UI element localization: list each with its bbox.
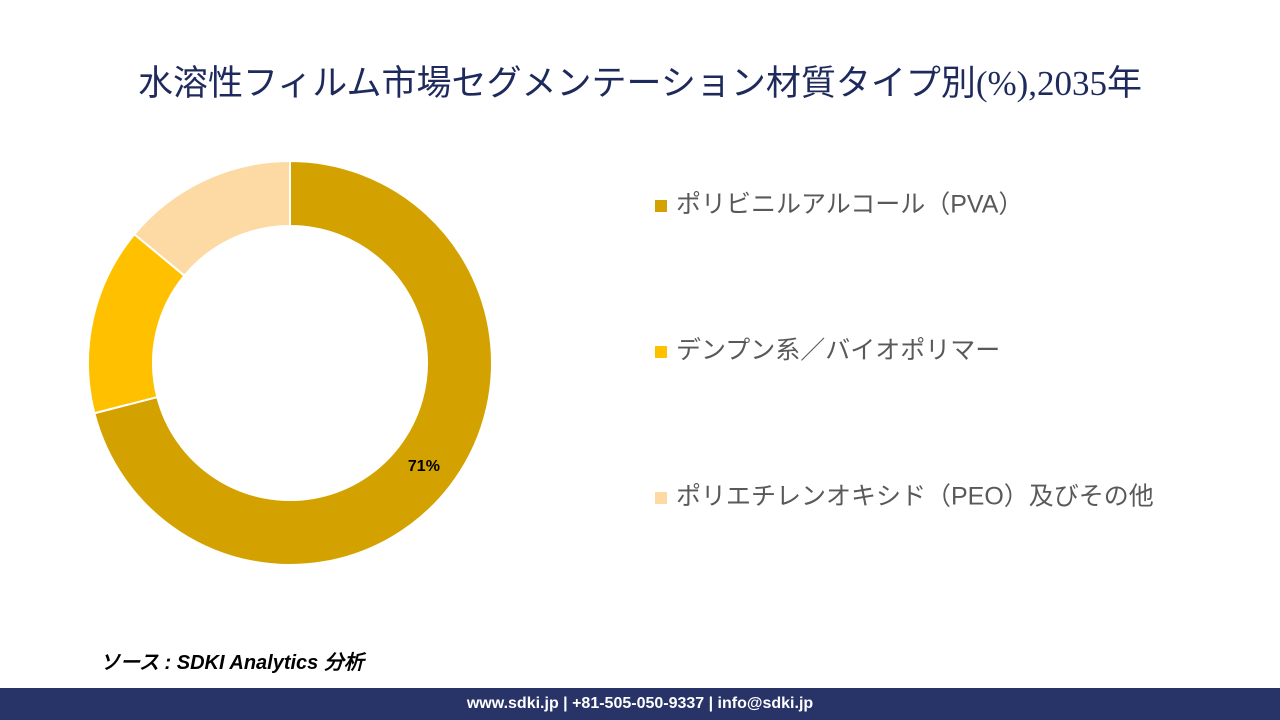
legend-label: ポリビニルアルコール（PVA） <box>676 191 1023 219</box>
source-note: ソース : SDKI Analytics 分析 <box>100 652 364 674</box>
legend-swatch <box>655 200 667 212</box>
legend-swatch <box>655 492 667 504</box>
legend-label: ポリエチレンオキシド（PEO）及びその他 <box>676 483 1154 511</box>
donut-segment <box>93 159 493 566</box>
data-label: 71% <box>408 458 440 475</box>
chart-title: 水溶性フィルム市場セグメンテーション材質タイプ別(%),2035年 <box>137 64 1143 103</box>
chart: 71% ポリビニルアルコール（PVA） デンプン系／バイオポリマーポリエチレンオキシ… <box>87 159 1154 566</box>
footer: www.sdki.jp | +81-505-050-9337 | info@sd… <box>0 688 1280 720</box>
legend-swatch <box>655 346 667 358</box>
donut-segment <box>132 159 291 278</box>
legend-label: デンプン系／バイオポリマー <box>676 337 1000 365</box>
